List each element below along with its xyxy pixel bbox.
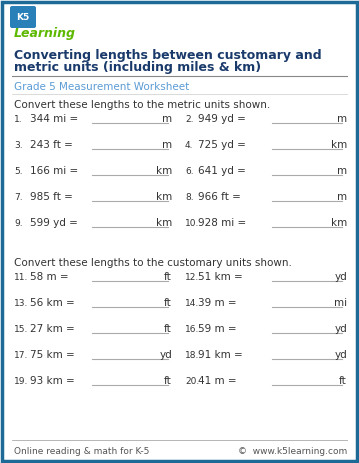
Text: ft: ft [164,298,172,308]
Text: 928 mi =: 928 mi = [198,218,246,228]
Text: 641 yd =: 641 yd = [198,166,246,176]
Text: 58 m =: 58 m = [30,272,69,282]
Text: 344 mi =: 344 mi = [30,114,78,124]
Text: 985 ft =: 985 ft = [30,192,73,202]
Text: 3.: 3. [14,140,23,150]
Text: yd: yd [334,350,347,360]
Text: 14.: 14. [185,299,199,307]
Text: 16.: 16. [185,325,199,333]
Text: km: km [156,192,172,202]
Text: 5.: 5. [14,167,23,175]
Text: ft: ft [164,324,172,334]
Text: 56 km =: 56 km = [30,298,75,308]
Text: km: km [156,218,172,228]
Text: K5: K5 [17,13,30,21]
Text: 166 mi =: 166 mi = [30,166,78,176]
Text: 59 m =: 59 m = [198,324,237,334]
Text: 91 km =: 91 km = [198,350,243,360]
Text: 6.: 6. [185,167,194,175]
Text: yd: yd [159,350,172,360]
Text: 18.: 18. [185,350,199,359]
Text: ft: ft [339,376,347,386]
Text: 9.: 9. [14,219,23,227]
Text: 966 ft =: 966 ft = [198,192,241,202]
Text: 93 km =: 93 km = [30,376,75,386]
Text: Online reading & math for K-5: Online reading & math for K-5 [14,448,149,457]
Text: km: km [331,218,347,228]
Text: 13.: 13. [14,299,28,307]
Text: 243 ft =: 243 ft = [30,140,73,150]
FancyBboxPatch shape [10,6,36,28]
Text: metric units (including miles & km): metric units (including miles & km) [14,62,261,75]
Text: 39 m =: 39 m = [198,298,237,308]
Text: m: m [337,192,347,202]
Text: mi: mi [334,298,347,308]
Text: Learning: Learning [14,27,76,40]
Text: m: m [337,114,347,124]
Text: 17.: 17. [14,350,28,359]
Text: 7.: 7. [14,193,23,201]
Text: 75 km =: 75 km = [30,350,75,360]
Text: 949 yd =: 949 yd = [198,114,246,124]
Text: 20.: 20. [185,376,199,386]
Text: Convert these lengths to the metric units shown.: Convert these lengths to the metric unit… [14,100,270,110]
Text: 599 yd =: 599 yd = [30,218,78,228]
Text: km: km [156,166,172,176]
Text: 2.: 2. [185,114,194,124]
Text: 51 km =: 51 km = [198,272,243,282]
Text: Convert these lengths to the customary units shown.: Convert these lengths to the customary u… [14,258,292,268]
Text: 15.: 15. [14,325,28,333]
Text: 10.: 10. [185,219,199,227]
Text: ©  www.k5learning.com: © www.k5learning.com [238,448,347,457]
Text: 11.: 11. [14,273,28,282]
Text: km: km [331,140,347,150]
Text: 41 m =: 41 m = [198,376,237,386]
Text: 19.: 19. [14,376,28,386]
Text: yd: yd [334,324,347,334]
Text: ft: ft [164,376,172,386]
Text: 8.: 8. [185,193,194,201]
Text: 1.: 1. [14,114,23,124]
Text: Grade 5 Measurement Worksheet: Grade 5 Measurement Worksheet [14,82,189,92]
Text: Converting lengths between customary and: Converting lengths between customary and [14,49,322,62]
Text: m: m [162,114,172,124]
Text: 4.: 4. [185,140,194,150]
Text: 27 km =: 27 km = [30,324,75,334]
Text: m: m [162,140,172,150]
Text: 725 yd =: 725 yd = [198,140,246,150]
Text: yd: yd [334,272,347,282]
Text: m: m [337,166,347,176]
Text: ft: ft [164,272,172,282]
Text: 12.: 12. [185,273,199,282]
